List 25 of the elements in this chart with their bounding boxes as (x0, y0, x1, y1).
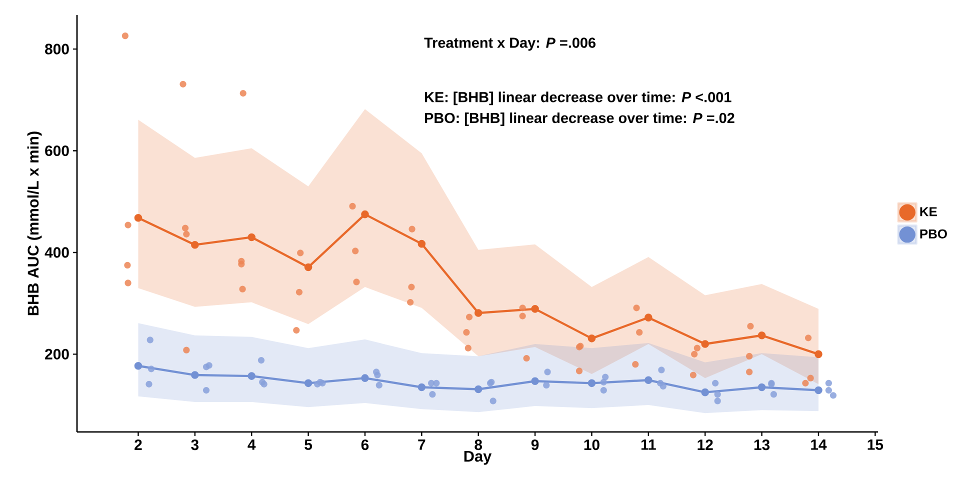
x-tick-label: 12 (698, 440, 713, 450)
y-axis-title: BHB AUC (mmol/L x min) (27, 132, 42, 316)
x-tick-label: 14 (811, 440, 827, 450)
x-tick-label: 10 (584, 440, 600, 450)
x-tick-label: 13 (754, 440, 770, 450)
x-tick-label: 8 (474, 440, 482, 450)
legend-label: KE (920, 207, 937, 216)
x-tick-label: 3 (191, 440, 199, 450)
y-tick-label: 600 (45, 145, 69, 156)
x-axis-title: Day (464, 450, 492, 465)
annotation: PBO: [BHB] linear decrease over time: P =.02 (425, 112, 734, 126)
annotation: Treatment x Day: P =.006 (424, 38, 596, 51)
x-tick-label: 5 (304, 440, 312, 450)
x-tick-label: 2 (134, 440, 142, 450)
y-tick-label: 800 (45, 44, 69, 54)
legend-label: PBO (920, 229, 947, 238)
x-tick-label: 4 (248, 440, 256, 450)
y-tick-label: 200 (45, 348, 69, 360)
annotation: KE: [BHB] linear decrease over time: P <.001 (425, 92, 732, 106)
y-tick-label: 400 (44, 247, 69, 258)
x-tick-label: 6 (361, 440, 369, 450)
x-tick-label: 9 (531, 440, 539, 450)
x-tick-label: 15 (868, 440, 884, 450)
x-tick-label: 11 (641, 440, 656, 450)
x-tick-label: 7 (418, 440, 426, 450)
